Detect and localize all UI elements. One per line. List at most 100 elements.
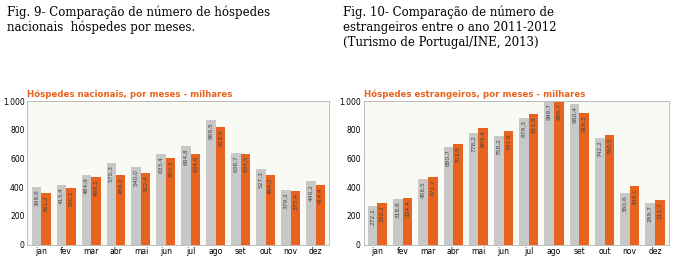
Bar bbox=[444, 147, 453, 245]
Bar bbox=[316, 185, 325, 245]
Bar bbox=[191, 153, 200, 245]
Bar bbox=[504, 131, 513, 245]
Text: 409,1: 409,1 bbox=[632, 188, 637, 205]
Text: 791,6: 791,6 bbox=[506, 133, 511, 150]
Bar bbox=[291, 191, 300, 245]
Text: 318,8: 318,8 bbox=[395, 201, 401, 218]
Text: 634,5: 634,5 bbox=[243, 156, 248, 172]
Text: 484,9: 484,9 bbox=[84, 177, 88, 194]
Text: 396,1: 396,1 bbox=[69, 190, 73, 207]
Text: 680,7: 680,7 bbox=[446, 149, 451, 166]
Bar bbox=[579, 113, 589, 245]
Bar bbox=[281, 190, 291, 245]
Text: 502,4: 502,4 bbox=[143, 175, 148, 192]
Bar bbox=[91, 177, 101, 245]
Text: 440,2: 440,2 bbox=[308, 184, 314, 201]
Bar bbox=[206, 120, 216, 245]
Bar bbox=[116, 175, 126, 245]
Bar bbox=[82, 175, 91, 245]
Text: 758,2: 758,2 bbox=[496, 138, 501, 155]
Text: Fig. 10- Comparação de número de
estrangeiros entre o ano 2011-2012
(Turismo de : Fig. 10- Comparação de número de estrang… bbox=[343, 5, 556, 49]
Text: 703,8: 703,8 bbox=[456, 146, 460, 163]
Bar bbox=[265, 175, 275, 245]
Text: 290,2: 290,2 bbox=[380, 205, 385, 222]
Text: 742,2: 742,2 bbox=[598, 140, 602, 157]
Text: 272,1: 272,1 bbox=[370, 208, 375, 225]
Text: 375,4: 375,4 bbox=[293, 193, 298, 210]
Text: 471,2: 471,2 bbox=[430, 179, 435, 196]
Text: 869,5: 869,5 bbox=[209, 122, 213, 139]
Bar bbox=[181, 146, 191, 245]
Bar bbox=[494, 136, 504, 245]
Bar bbox=[554, 102, 564, 245]
Text: 540,0: 540,0 bbox=[134, 169, 139, 186]
Text: 980,4: 980,4 bbox=[572, 106, 577, 123]
Text: 484,2: 484,2 bbox=[268, 177, 273, 194]
Bar bbox=[469, 133, 478, 245]
Bar bbox=[595, 138, 604, 245]
Bar bbox=[141, 173, 150, 245]
Text: 414,4: 414,4 bbox=[318, 187, 323, 204]
Text: 324,4: 324,4 bbox=[405, 200, 410, 217]
Text: Fig. 9- Comparação de número de hóspedes
nacionais  hóspedes por meses.: Fig. 9- Comparação de número de hóspedes… bbox=[7, 5, 270, 34]
Text: 570,3: 570,3 bbox=[109, 165, 114, 182]
Text: 999,7: 999,7 bbox=[547, 103, 552, 120]
Text: 916,3: 916,3 bbox=[582, 115, 587, 132]
Bar bbox=[545, 101, 554, 245]
Text: 379,2: 379,2 bbox=[283, 192, 288, 209]
Text: 413,4: 413,4 bbox=[59, 188, 64, 204]
Text: 311,7: 311,7 bbox=[657, 202, 662, 219]
Bar bbox=[231, 153, 241, 245]
Text: 456,5: 456,5 bbox=[421, 181, 425, 198]
Bar bbox=[646, 203, 655, 245]
Bar bbox=[620, 193, 630, 245]
Text: 634,6: 634,6 bbox=[193, 156, 198, 172]
Text: 879,3: 879,3 bbox=[521, 120, 527, 138]
Bar bbox=[529, 114, 539, 245]
Text: 289,7: 289,7 bbox=[648, 205, 652, 222]
Text: 809,4: 809,4 bbox=[481, 131, 486, 147]
Bar bbox=[655, 200, 665, 245]
Bar bbox=[216, 127, 225, 245]
Bar bbox=[106, 163, 116, 245]
Bar bbox=[66, 188, 75, 245]
Bar bbox=[368, 206, 377, 245]
Bar bbox=[403, 198, 412, 245]
Text: Hóspedes estrangeiros, por meses - milhares: Hóspedes estrangeiros, por meses - milha… bbox=[364, 89, 585, 99]
Text: 633,4: 633,4 bbox=[158, 156, 164, 173]
Bar bbox=[569, 104, 579, 245]
Bar bbox=[132, 167, 141, 245]
Bar bbox=[604, 135, 614, 245]
Text: 684,8: 684,8 bbox=[184, 148, 189, 165]
Text: 361,2: 361,2 bbox=[43, 195, 49, 212]
Text: 484,2: 484,2 bbox=[118, 177, 123, 194]
Bar bbox=[166, 158, 176, 245]
Bar bbox=[393, 199, 403, 245]
Bar bbox=[256, 169, 265, 245]
Bar bbox=[306, 181, 316, 245]
Text: 778,2: 778,2 bbox=[471, 135, 476, 152]
Bar bbox=[377, 203, 387, 245]
Bar bbox=[630, 186, 639, 245]
Bar bbox=[418, 179, 428, 245]
Bar bbox=[519, 118, 529, 245]
Text: Hóspedes nacionais, por meses - milhares: Hóspedes nacionais, por meses - milhares bbox=[27, 89, 233, 99]
Text: 468,1: 468,1 bbox=[93, 180, 98, 196]
Text: 527,3: 527,3 bbox=[259, 171, 263, 188]
Bar bbox=[41, 193, 51, 245]
Text: 911,8: 911,8 bbox=[531, 116, 536, 132]
Text: 638,7: 638,7 bbox=[233, 155, 239, 172]
Bar bbox=[453, 144, 463, 245]
Bar bbox=[428, 177, 438, 245]
Bar bbox=[32, 188, 41, 245]
Text: 760,5: 760,5 bbox=[607, 138, 612, 154]
Text: 818,9: 818,9 bbox=[218, 129, 223, 146]
Text: 398,6: 398,6 bbox=[34, 190, 39, 206]
Text: 603,5: 603,5 bbox=[168, 160, 173, 177]
Bar bbox=[156, 154, 166, 245]
Bar bbox=[57, 185, 66, 245]
Text: 360,6: 360,6 bbox=[622, 195, 628, 212]
Bar bbox=[241, 153, 250, 245]
Text: 996,7: 996,7 bbox=[556, 104, 561, 120]
Bar bbox=[478, 128, 488, 245]
